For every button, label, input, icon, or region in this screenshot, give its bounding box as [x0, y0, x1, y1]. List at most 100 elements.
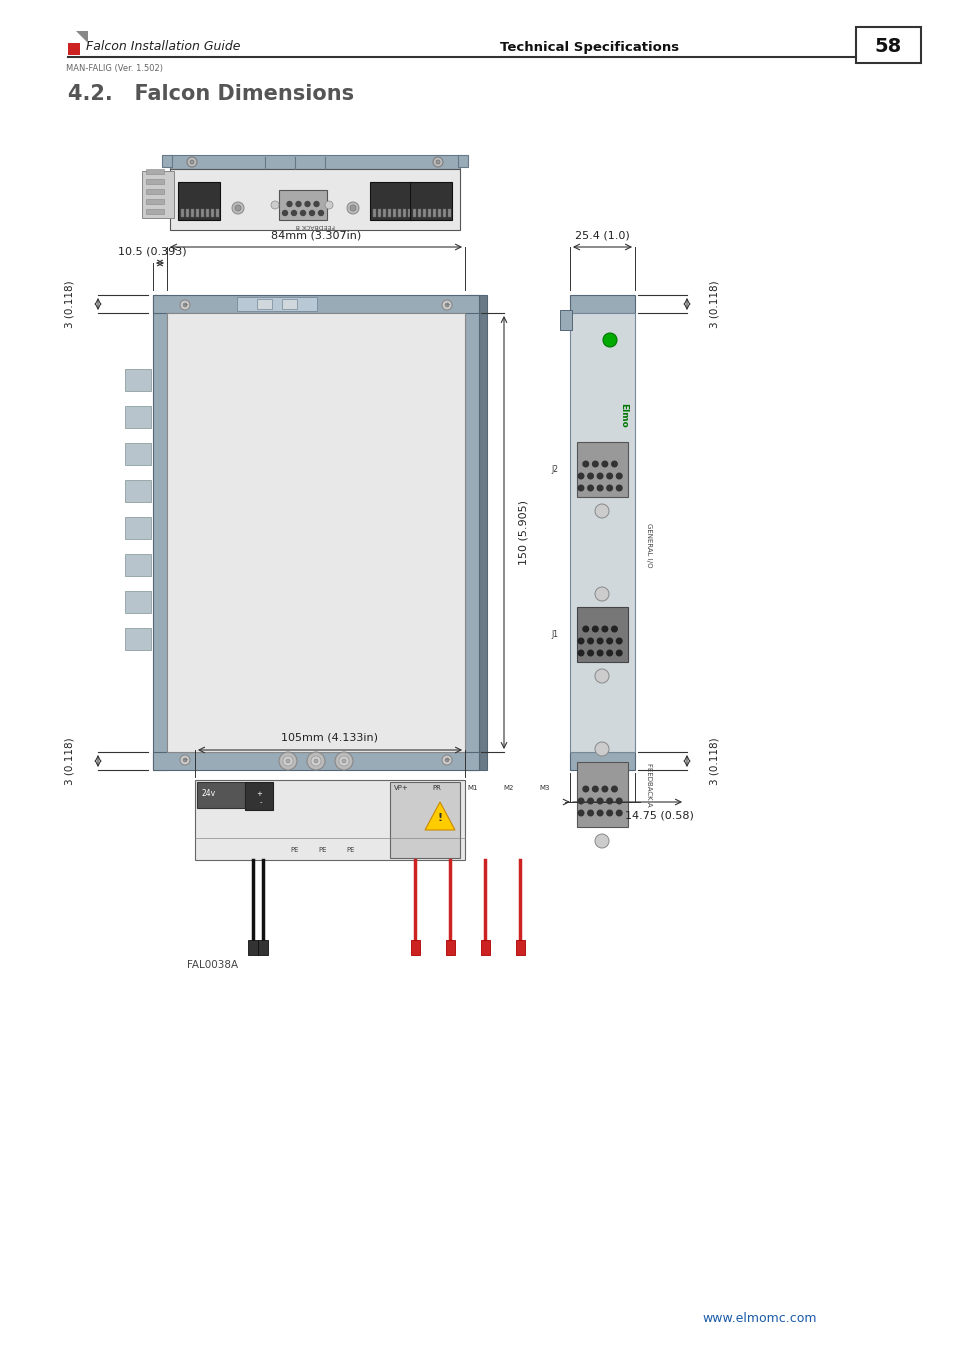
Bar — [191, 209, 193, 217]
Bar — [146, 198, 164, 204]
Circle shape — [587, 485, 593, 491]
Polygon shape — [76, 31, 88, 43]
Circle shape — [606, 474, 612, 479]
Text: 84mm (3.307in): 84mm (3.307in) — [271, 230, 361, 240]
Circle shape — [616, 798, 621, 803]
Circle shape — [606, 810, 612, 815]
Bar — [125, 555, 151, 576]
Bar — [68, 43, 80, 55]
Bar — [411, 940, 419, 954]
Bar — [146, 209, 164, 215]
Bar — [146, 189, 164, 194]
Circle shape — [606, 798, 612, 803]
Circle shape — [597, 639, 602, 644]
Text: M3: M3 — [539, 784, 550, 791]
Text: 10.5 (0.393): 10.5 (0.393) — [118, 246, 187, 256]
Bar — [256, 298, 272, 309]
Bar — [181, 209, 184, 217]
Circle shape — [278, 752, 296, 769]
Bar — [170, 155, 459, 169]
Circle shape — [611, 626, 617, 632]
Bar — [457, 155, 468, 167]
Text: 3 (0.118): 3 (0.118) — [709, 281, 720, 328]
Bar — [569, 313, 635, 752]
Text: PE: PE — [291, 846, 299, 853]
Bar — [125, 370, 151, 392]
Text: 25.4 (1.0): 25.4 (1.0) — [575, 230, 629, 240]
Bar — [152, 752, 478, 769]
Circle shape — [587, 639, 593, 644]
Circle shape — [592, 786, 598, 792]
Circle shape — [271, 201, 278, 209]
Circle shape — [578, 474, 583, 479]
Bar — [397, 209, 400, 217]
Circle shape — [606, 651, 612, 656]
Text: FAL0038A: FAL0038A — [187, 960, 238, 971]
Bar — [211, 209, 213, 217]
Circle shape — [441, 300, 452, 310]
Circle shape — [309, 211, 314, 216]
Text: VP+: VP+ — [394, 784, 408, 791]
Circle shape — [616, 810, 621, 815]
Circle shape — [335, 752, 353, 769]
Circle shape — [578, 639, 583, 644]
Circle shape — [602, 333, 617, 347]
Bar — [125, 406, 151, 428]
Bar — [152, 296, 478, 313]
Circle shape — [578, 810, 583, 815]
Bar — [178, 182, 220, 220]
Circle shape — [578, 485, 583, 491]
Text: 3 (0.118): 3 (0.118) — [709, 737, 720, 784]
Text: PR: PR — [432, 784, 441, 791]
Text: FEEDBACK B: FEEDBACK B — [295, 223, 335, 228]
Bar — [388, 209, 391, 217]
Text: J2: J2 — [551, 466, 558, 474]
Bar — [186, 209, 189, 217]
Bar — [201, 209, 204, 217]
Circle shape — [190, 161, 193, 163]
Circle shape — [597, 485, 602, 491]
Circle shape — [592, 626, 598, 632]
Text: J1: J1 — [551, 630, 558, 640]
Text: FEEDBACK A: FEEDBACK A — [645, 763, 651, 807]
Circle shape — [305, 201, 310, 207]
Text: 150 (5.905): 150 (5.905) — [518, 500, 529, 566]
Bar — [569, 296, 635, 313]
Bar — [559, 310, 572, 329]
Bar — [442, 209, 446, 217]
Bar — [152, 296, 167, 770]
Circle shape — [444, 757, 449, 761]
Circle shape — [601, 462, 607, 467]
Circle shape — [601, 626, 607, 632]
Bar — [125, 444, 151, 466]
Circle shape — [616, 485, 621, 491]
Circle shape — [350, 205, 355, 211]
Text: +: + — [443, 757, 450, 763]
Bar — [125, 629, 151, 651]
Circle shape — [597, 810, 602, 815]
Text: MAN-FALIG (Ver. 1.502): MAN-FALIG (Ver. 1.502) — [67, 65, 163, 73]
Bar — [437, 209, 440, 217]
Bar — [448, 209, 451, 217]
Bar — [206, 209, 209, 217]
Bar — [257, 940, 268, 954]
Circle shape — [314, 201, 318, 207]
Text: M1: M1 — [467, 784, 477, 791]
Text: +: + — [255, 791, 262, 796]
Circle shape — [311, 756, 320, 765]
Circle shape — [341, 759, 346, 763]
Circle shape — [287, 201, 292, 207]
Text: Technical Specifications: Technical Specifications — [500, 40, 679, 54]
Circle shape — [441, 755, 452, 765]
Text: CAN: CAN — [439, 194, 444, 208]
Bar — [408, 209, 411, 217]
Circle shape — [444, 302, 449, 306]
Text: GENERAL I/O: GENERAL I/O — [645, 522, 651, 567]
Bar — [146, 180, 164, 184]
Text: +: + — [182, 757, 188, 763]
Bar — [569, 752, 635, 769]
Polygon shape — [424, 802, 455, 830]
Bar — [577, 608, 627, 662]
Bar — [162, 155, 172, 167]
Bar — [170, 169, 459, 230]
